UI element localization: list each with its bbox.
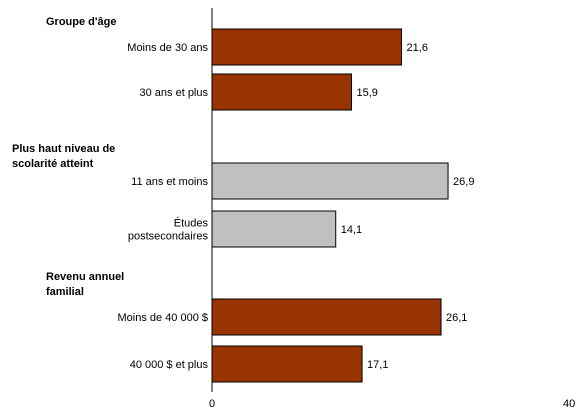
value-label: 21,6	[407, 42, 428, 54]
x-tick-label: 40	[563, 398, 575, 409]
category-label: 11 ans et moins	[131, 176, 208, 188]
x-tick-label: 0	[209, 398, 215, 409]
category-label: Moins de 40 000 $	[117, 312, 208, 324]
bar	[211, 73, 353, 111]
group-label: scolarité atteint	[12, 158, 94, 170]
group-label: Revenu annuel	[46, 271, 124, 283]
value-label: 26,9	[453, 176, 474, 188]
bar	[211, 210, 337, 248]
group-label: Groupe d'âge	[46, 16, 116, 28]
bar	[211, 298, 442, 336]
value-label: 26,1	[446, 312, 467, 324]
group-label: Plus haut niveau de	[12, 143, 115, 155]
value-label: 15,9	[357, 87, 378, 99]
category-label: 40 000 $ et plus	[130, 359, 209, 371]
value-label: 17,1	[367, 359, 388, 371]
bar	[211, 162, 449, 200]
category-label: Études	[174, 217, 209, 230]
group-label: familial	[46, 286, 84, 298]
category-label: Moins de 30 ans	[127, 42, 208, 54]
value-label: 14,1	[341, 224, 362, 236]
bar	[211, 28, 403, 66]
category-label: 30 ans et plus	[140, 87, 209, 99]
bar	[211, 345, 363, 383]
plot-area: Groupe d'âge Moins de 30 ans 21,6 30 ans et…	[12, 8, 575, 409]
category-label: postsecondaires	[128, 231, 209, 243]
